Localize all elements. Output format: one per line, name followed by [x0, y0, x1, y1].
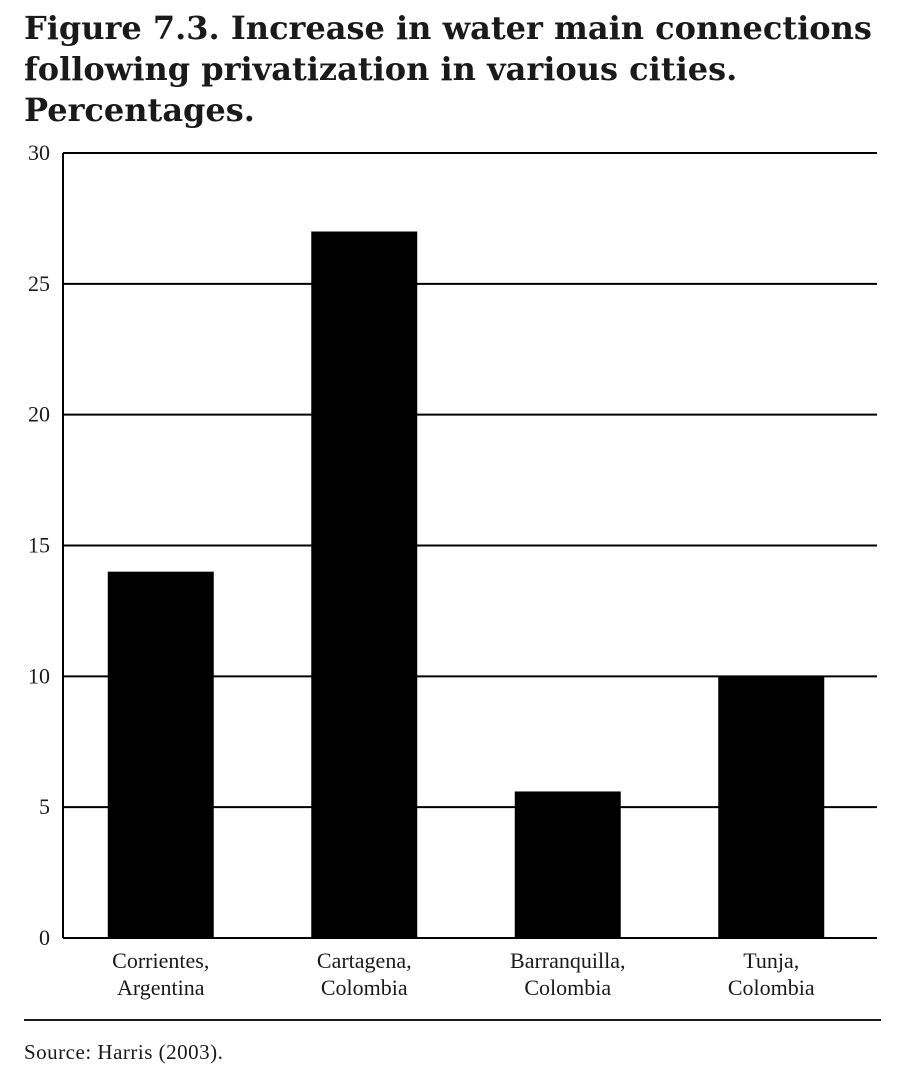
- footer-divider: [24, 1019, 881, 1021]
- source-note: Source: Harris (2003).: [24, 1040, 224, 1064]
- title-line-3: Percentages.: [24, 91, 255, 129]
- y-tick-labels: 0 5 10 15 20 25 30: [28, 140, 50, 950]
- x-tick-label-line: Colombia: [321, 975, 408, 1000]
- x-tick-label: Corrientes, Argentina: [112, 948, 209, 1000]
- x-tick-label-line: Colombia: [524, 975, 611, 1000]
- x-tick-label-line: Corrientes,: [112, 948, 209, 973]
- y-tick-label: 25: [28, 271, 50, 296]
- x-tick-label-line: Cartagena,: [317, 948, 412, 973]
- x-tick-label: Tunja, Colombia: [728, 948, 815, 1000]
- x-tick-label-line: Colombia: [728, 975, 815, 1000]
- bars: [107, 231, 825, 938]
- x-tick-label-line: Barranquilla,: [510, 948, 625, 973]
- bar: [514, 791, 621, 938]
- title-line-1: Figure 7.3. Increase in water main conne…: [24, 9, 872, 47]
- x-tick-label: Barranquilla, Colombia: [510, 948, 625, 1000]
- title-line-2: following privatization in various citie…: [24, 50, 738, 88]
- x-tick-label-line: Argentina: [117, 975, 205, 1000]
- bar: [107, 571, 214, 938]
- y-tick-label: 10: [28, 663, 50, 688]
- chart-title: Figure 7.3. Increase in water main conne…: [24, 8, 904, 131]
- x-tick-label: Cartagena, Colombia: [317, 948, 412, 1000]
- x-tick-label-line: Tunja,: [743, 948, 799, 973]
- y-tick-label: 15: [28, 533, 50, 558]
- bar: [718, 676, 825, 938]
- y-tick-label: 30: [28, 140, 50, 165]
- y-tick-label: 20: [28, 402, 50, 427]
- y-tick-label: 5: [39, 794, 50, 819]
- bar-chart: 0 5 10 15 20 25 30 Corrientes, Argentina Cartage…: [28, 140, 877, 1000]
- y-tick-label: 0: [39, 925, 50, 950]
- bar: [311, 231, 418, 938]
